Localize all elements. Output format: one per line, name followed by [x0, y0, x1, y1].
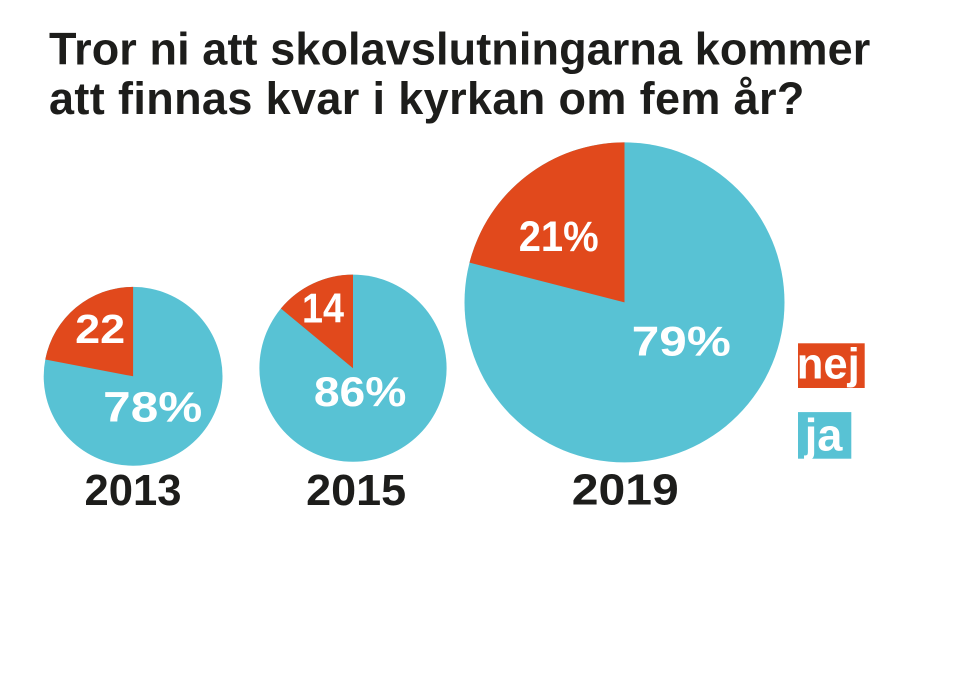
svg-text:86%: 86%	[314, 368, 407, 415]
svg-text:nej: nej	[797, 339, 860, 388]
svg-text:78%: 78%	[103, 384, 202, 432]
svg-text:2013: 2013	[85, 466, 182, 515]
svg-text:att finnas kvar i kyrkan om fe: att finnas kvar i kyrkan om fem år?	[49, 73, 805, 124]
svg-text:22: 22	[75, 306, 125, 352]
svg-text:79%: 79%	[632, 318, 731, 365]
svg-text:21%: 21%	[519, 214, 599, 261]
svg-text:2019: 2019	[572, 466, 679, 515]
svg-text:ja: ja	[804, 409, 844, 460]
svg-text:2015: 2015	[306, 466, 406, 515]
svg-text:14: 14	[302, 285, 345, 332]
svg-text:Tror ni att skolavslutningarna: Tror ni att skolavslutningarna kommer	[49, 23, 870, 74]
